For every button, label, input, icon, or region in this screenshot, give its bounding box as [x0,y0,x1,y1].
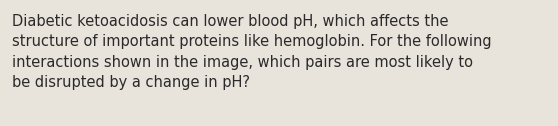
Text: Diabetic ketoacidosis can lower blood pH, which affects the
structure of importa: Diabetic ketoacidosis can lower blood pH… [12,14,492,90]
